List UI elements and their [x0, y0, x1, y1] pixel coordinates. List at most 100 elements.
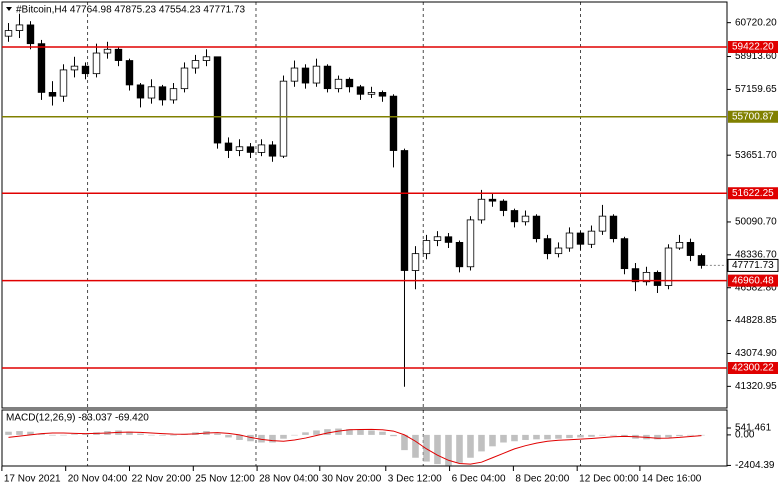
macd-panel [1, 409, 728, 467]
y-tick-label: 44828.85 [735, 315, 777, 326]
macd-bar [698, 434, 705, 436]
candle-body [598, 215, 607, 232]
level-label: 51622.25 [732, 188, 774, 199]
macd-title: MACD(12,26,9) -83.037 -69.420 [6, 413, 149, 424]
y-tick-label: 57159.65 [735, 84, 777, 95]
y-tick-label: 43074.90 [735, 348, 777, 359]
macd-bar [566, 434, 573, 439]
candle-body [510, 210, 519, 223]
macd-bar [236, 434, 243, 440]
macd-bar [302, 432, 309, 435]
candle-body [224, 142, 233, 151]
x-tick-label: 17 Nov 2021 [4, 474, 61, 485]
candle-body [136, 84, 145, 99]
candle-body [521, 215, 530, 223]
candle-body [675, 241, 684, 249]
macd-bar [225, 434, 232, 438]
macd-bar [247, 434, 254, 442]
candle-body [246, 146, 255, 153]
candle-body [103, 48, 112, 54]
candle-body [345, 78, 354, 88]
x-tick-label: 20 Nov 04:00 [68, 474, 128, 485]
candle-body [114, 48, 123, 61]
candle-body [653, 271, 662, 286]
candle-body [411, 253, 420, 271]
candle-body [48, 92, 57, 97]
x-tick-label: 14 Dec 16:00 [642, 474, 702, 485]
y-tick-label: 58913.60 [735, 51, 777, 62]
candle-body [37, 43, 46, 93]
level-label-box [728, 187, 778, 200]
macd-bar [27, 431, 34, 435]
macd-bar [456, 434, 463, 463]
candle-body [609, 215, 618, 240]
macd-bar [269, 434, 276, 443]
candle-body [158, 86, 167, 101]
candle-body [26, 24, 35, 45]
level-label-box [728, 274, 778, 287]
candle-body [323, 65, 332, 90]
candle-body [279, 80, 288, 157]
candle-body [587, 230, 596, 245]
macd-bar [478, 434, 485, 452]
x-tick-label: 25 Nov 12:00 [195, 474, 255, 485]
y-tick-label: 0.00 [735, 430, 755, 441]
x-tick-label: 12 Dec 00:00 [579, 474, 639, 485]
macd-bar [522, 434, 529, 440]
y-tick-label: 541.461 [735, 423, 772, 434]
menu-triangle [6, 7, 12, 11]
macd-bar [599, 434, 606, 436]
candle-body [433, 236, 442, 241]
x-tick-label: 28 Nov 04:00 [259, 474, 319, 485]
candle-body [268, 144, 277, 157]
candle-body [180, 67, 189, 90]
chart-title: #Bitcoin,H4 47764.98 47875.23 47554.23 4… [16, 5, 246, 16]
candle-body [202, 56, 211, 61]
macd-bar [489, 434, 496, 447]
macd-bar [665, 434, 672, 438]
candle-body [147, 86, 156, 99]
macd-bar [412, 434, 419, 458]
main-panel [1, 1, 728, 409]
candle-body [81, 65, 90, 75]
y-tick-label: 48336.70 [735, 249, 777, 260]
candle-body [488, 198, 497, 202]
candle-body [532, 215, 541, 240]
candle-body [389, 95, 398, 151]
macd-bar [423, 434, 430, 462]
level-label: 55700.87 [732, 111, 774, 122]
candle-body [400, 150, 409, 271]
macd-bar [379, 431, 386, 435]
macd-bar [577, 434, 584, 438]
macd-bar [676, 434, 683, 437]
macd-bar [159, 434, 166, 436]
y-tick-label: 50090.70 [735, 217, 777, 228]
macd-bar [555, 434, 562, 439]
candle-body [301, 67, 310, 84]
candle-body [125, 60, 134, 86]
macd-bar [16, 431, 23, 435]
candle-body [686, 241, 695, 256]
candle-body [631, 268, 640, 283]
y-tick-label: 41320.95 [735, 381, 777, 392]
macd-bar [82, 433, 89, 435]
signal-line [8, 428, 702, 465]
candle-body [576, 232, 585, 245]
macd-bar [445, 434, 452, 466]
candle-body [59, 69, 68, 97]
y-tick-label: 53651.70 [735, 150, 777, 161]
level-label: 59422.20 [732, 42, 774, 53]
macd-bar [687, 434, 694, 436]
candle-body [664, 247, 673, 286]
candle-body [334, 78, 343, 90]
macd-bar [467, 434, 474, 458]
macd-bar [5, 431, 12, 435]
macd-bar [390, 434, 397, 437]
candle-body [697, 255, 706, 266]
candle-body [191, 60, 200, 69]
macd-bar [335, 428, 342, 435]
macd-bar [49, 434, 56, 436]
x-tick-label: 22 Nov 20:00 [131, 474, 191, 485]
macd-bar [38, 433, 45, 435]
